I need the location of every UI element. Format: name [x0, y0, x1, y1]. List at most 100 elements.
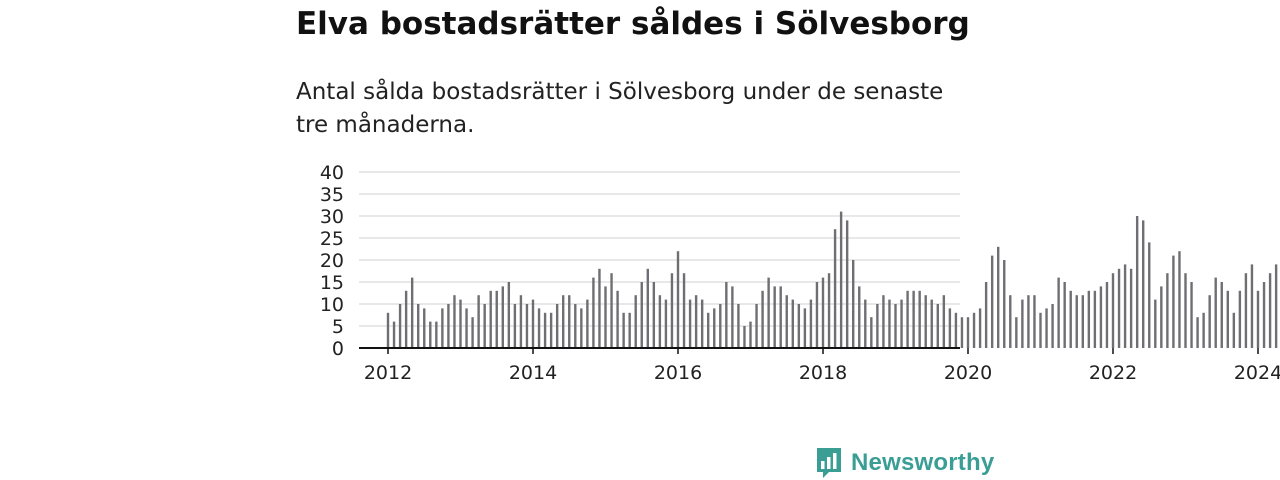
bar	[531, 299, 535, 348]
bar	[773, 286, 776, 348]
bar	[410, 277, 414, 348]
bar	[519, 295, 523, 348]
bar	[1123, 264, 1127, 348]
bar	[779, 286, 782, 348]
bar	[1142, 220, 1145, 348]
bar	[1196, 317, 1199, 348]
bar	[864, 299, 867, 348]
bar	[1135, 216, 1139, 348]
bar	[930, 299, 933, 348]
bar	[906, 290, 909, 348]
bar	[918, 290, 921, 348]
bar	[592, 277, 595, 348]
bar	[616, 290, 619, 348]
bar	[453, 295, 456, 348]
x-tick-label: 2020	[944, 362, 992, 384]
bar	[1129, 268, 1133, 348]
bar	[1099, 286, 1103, 348]
x-tick-label: 2014	[509, 362, 557, 384]
bar	[1208, 295, 1211, 348]
bar	[477, 295, 480, 348]
x-tick-label: 2022	[1089, 362, 1137, 384]
bar	[507, 282, 511, 348]
y-tick-label: 15	[320, 272, 344, 294]
bar	[954, 312, 958, 348]
bar	[924, 295, 927, 348]
bar	[1160, 286, 1163, 348]
bar	[900, 299, 903, 348]
y-tick-label: 20	[320, 250, 344, 272]
bar	[1232, 312, 1236, 348]
bar	[888, 299, 891, 348]
bar	[386, 312, 390, 348]
bar	[537, 308, 541, 348]
bar	[417, 304, 420, 348]
bar	[604, 286, 607, 348]
bar	[525, 304, 529, 348]
bar	[1220, 282, 1223, 348]
bar	[634, 295, 637, 348]
bar	[1190, 282, 1193, 348]
bar	[694, 295, 698, 348]
bar	[1051, 304, 1054, 348]
bar	[700, 299, 704, 348]
brand-name: Newsworthy	[851, 449, 995, 476]
bar	[574, 304, 577, 348]
bar	[435, 321, 438, 348]
bar	[652, 282, 656, 348]
bar	[803, 308, 807, 348]
bar	[1250, 264, 1254, 348]
bar	[852, 260, 855, 348]
bar	[423, 308, 426, 348]
bar	[465, 308, 468, 348]
bar	[1178, 251, 1181, 348]
bar	[646, 268, 649, 348]
bar	[1093, 290, 1097, 348]
bar	[404, 290, 408, 348]
x-tick-label: 2018	[799, 362, 847, 384]
bar	[761, 290, 764, 348]
bar	[791, 299, 794, 348]
bar	[839, 211, 843, 348]
bar	[767, 277, 770, 348]
bar	[1111, 273, 1115, 348]
bar	[1262, 282, 1266, 348]
bar	[990, 255, 994, 348]
bar	[966, 317, 970, 348]
bar	[1172, 255, 1175, 348]
bar	[942, 295, 946, 348]
y-tick-label: 40	[320, 162, 344, 184]
bar	[1214, 277, 1217, 348]
bar	[936, 304, 939, 348]
chart-bars	[386, 211, 1278, 348]
bar	[658, 295, 662, 348]
bar	[1033, 295, 1036, 348]
bar	[1256, 290, 1260, 348]
bar	[972, 312, 976, 348]
x-axis-ticks: 20122014201620182020202220242026	[364, 348, 1280, 384]
bar	[682, 273, 686, 348]
bar	[495, 290, 498, 348]
bar	[1003, 260, 1006, 348]
bar	[1184, 273, 1187, 348]
bar	[713, 308, 716, 348]
bar	[858, 286, 861, 348]
bar	[882, 295, 885, 348]
bar	[483, 304, 486, 348]
bar	[960, 317, 964, 348]
bar	[580, 308, 583, 348]
bar	[1039, 312, 1042, 348]
bar	[664, 299, 668, 348]
bar	[845, 220, 849, 348]
bar	[1045, 308, 1048, 348]
bar	[725, 282, 728, 348]
x-tick-label: 2012	[364, 362, 412, 384]
chart-subtitle: Antal sålda bostadsrätter i Sölvesborg u…	[296, 79, 944, 138]
bar	[1148, 242, 1151, 348]
bar	[1117, 268, 1121, 348]
bar	[610, 273, 613, 348]
bar	[513, 304, 517, 348]
y-tick-label: 30	[320, 206, 344, 228]
bar	[1009, 295, 1012, 348]
bar	[1057, 277, 1060, 348]
